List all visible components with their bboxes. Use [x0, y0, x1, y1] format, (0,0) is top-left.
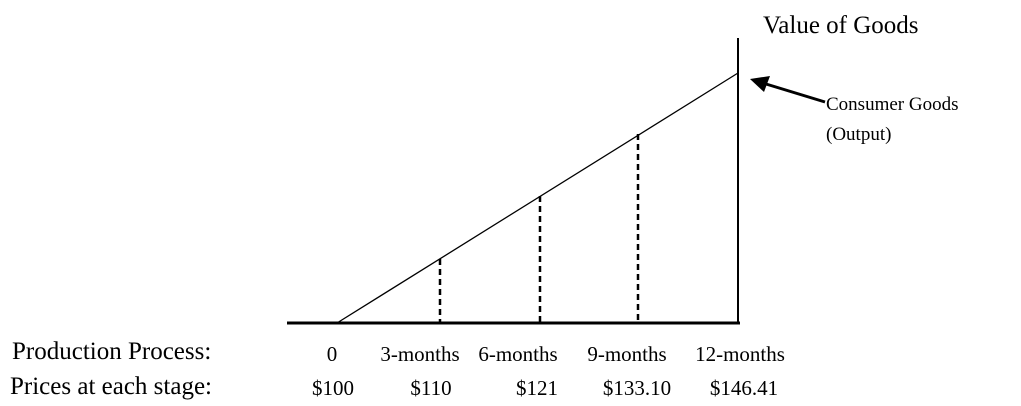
stage-time-label: 9-months: [587, 342, 666, 366]
stage-price-label: $100: [312, 376, 354, 400]
value-growth-line: [336, 72, 739, 324]
stage-price-label: $146.41: [710, 376, 778, 400]
stage-time-label: 0: [327, 342, 338, 366]
stage-time-label: 6-months: [478, 342, 557, 366]
y-axis-label: Value of Goods: [763, 12, 919, 39]
stage-time-label: 12-months: [695, 342, 785, 366]
callout-line-2: (Output): [826, 124, 891, 145]
stage-price-label: $133.10: [603, 376, 671, 400]
callout-arrow-line: [765, 82, 826, 104]
callout-arrowhead: [750, 76, 770, 92]
prices-label: Prices at each stage:: [10, 373, 212, 400]
stage-time-label: 3-months: [380, 342, 459, 366]
stage-price-label: $121: [516, 376, 558, 400]
stage-price-label: $110: [410, 376, 451, 400]
callout-line-1: Consumer Goods: [826, 94, 958, 115]
production-process-label: Production Process:: [12, 338, 211, 365]
